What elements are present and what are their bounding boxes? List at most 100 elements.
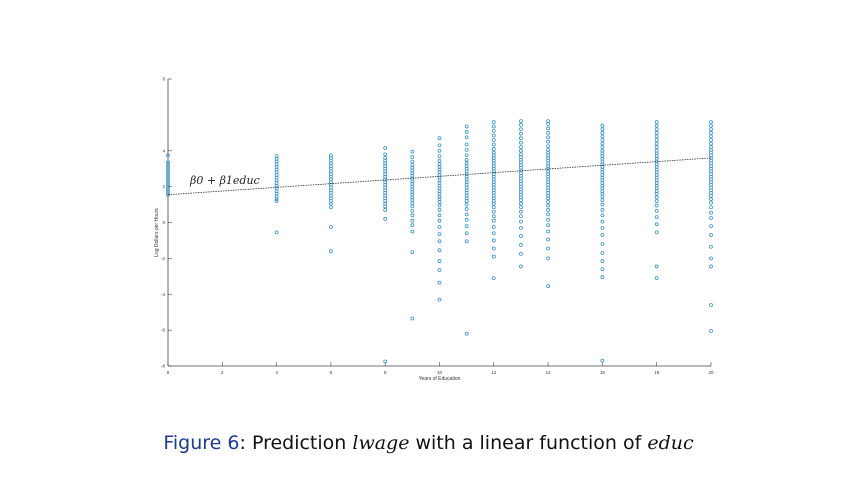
data-point [600, 198, 605, 202]
data-point [437, 218, 442, 223]
data-point [546, 256, 550, 261]
y-tick-label: -2 [161, 256, 165, 261]
data-point [437, 158, 442, 163]
data-point [519, 148, 523, 153]
data-point [410, 159, 415, 164]
regression-line [167, 157, 712, 196]
data-point [546, 203, 550, 208]
data-point [464, 157, 469, 162]
data-point [709, 141, 713, 146]
data-point [491, 150, 496, 155]
figure-label: Figure 6 [163, 432, 240, 454]
caption-text-before: : Prediction [239, 432, 353, 454]
data-point [464, 153, 469, 158]
data-point [600, 123, 605, 128]
data-point [491, 214, 496, 219]
data-point [274, 199, 279, 203]
data-point [464, 212, 469, 217]
data-point [437, 297, 442, 302]
regression-annotation: β0 + β1educ [189, 174, 260, 187]
data-point [437, 280, 442, 285]
data-point [654, 134, 659, 139]
data-point [491, 120, 496, 124]
data-point [274, 154, 279, 159]
data-point [600, 225, 605, 230]
y-axis-label: Log Dollars per Hours [154, 208, 160, 257]
data-point [328, 153, 333, 158]
data-point [709, 134, 713, 139]
data-point [437, 154, 442, 159]
data-point [437, 208, 442, 212]
data-point [709, 256, 713, 261]
data-point [600, 145, 605, 150]
data-point [654, 127, 659, 132]
x-tick-label: 20 [708, 370, 714, 375]
data-point [491, 246, 496, 251]
data-point [654, 230, 659, 235]
data-point [383, 152, 388, 157]
data-point [709, 120, 713, 124]
scatter-points [166, 119, 713, 364]
data-point [383, 156, 388, 160]
data-point [600, 202, 605, 207]
data-point [383, 359, 388, 364]
data-point [546, 246, 550, 251]
data-point [464, 231, 469, 236]
data-point [491, 225, 496, 229]
x-tick-label: 10 [437, 370, 443, 375]
data-point [546, 139, 550, 144]
x-axis-label: Years of Education [419, 376, 461, 382]
data-point [491, 124, 496, 129]
data-point [600, 138, 605, 142]
data-point [546, 229, 550, 234]
data-point [464, 202, 469, 207]
data-point [709, 138, 713, 142]
data-point [519, 234, 523, 238]
data-point [654, 120, 659, 124]
data-point [437, 248, 442, 253]
data-point [328, 249, 333, 254]
data-point [654, 148, 659, 153]
x-tick-label: 8 [384, 370, 387, 375]
data-point [491, 209, 496, 214]
data-point [410, 149, 415, 154]
data-point [600, 267, 605, 272]
data-point [519, 145, 523, 150]
x-tick-label: 12 [491, 370, 497, 375]
data-point [274, 230, 279, 235]
data-point [654, 276, 659, 281]
y-tick-label: 8 [162, 77, 165, 82]
data-point [546, 199, 550, 204]
data-point [546, 208, 550, 212]
data-point [166, 160, 170, 165]
data-point [437, 148, 442, 153]
data-point [519, 122, 523, 127]
data-point [709, 210, 713, 215]
data-point [491, 238, 496, 243]
data-point [600, 130, 605, 135]
data-point [709, 233, 713, 237]
data-point [491, 254, 496, 259]
x-tick-label: 6 [330, 370, 333, 375]
data-point [437, 136, 442, 141]
data-point [464, 161, 469, 166]
data-point [546, 217, 550, 222]
data-point [546, 284, 550, 289]
data-point [491, 133, 496, 138]
data-point [491, 205, 496, 210]
data-point [437, 239, 442, 244]
caption-variable-educ: educ [647, 432, 694, 454]
data-point [654, 264, 659, 269]
data-point [491, 276, 496, 281]
x-tick-label: 0 [167, 370, 170, 375]
data-point [519, 219, 523, 224]
data-point [328, 225, 333, 229]
data-point [600, 358, 605, 363]
data-point [546, 147, 550, 152]
data-point [410, 208, 415, 213]
data-point [491, 129, 496, 133]
data-point [437, 259, 442, 263]
data-point [709, 200, 713, 205]
x-tick-label: 14 [546, 370, 552, 375]
